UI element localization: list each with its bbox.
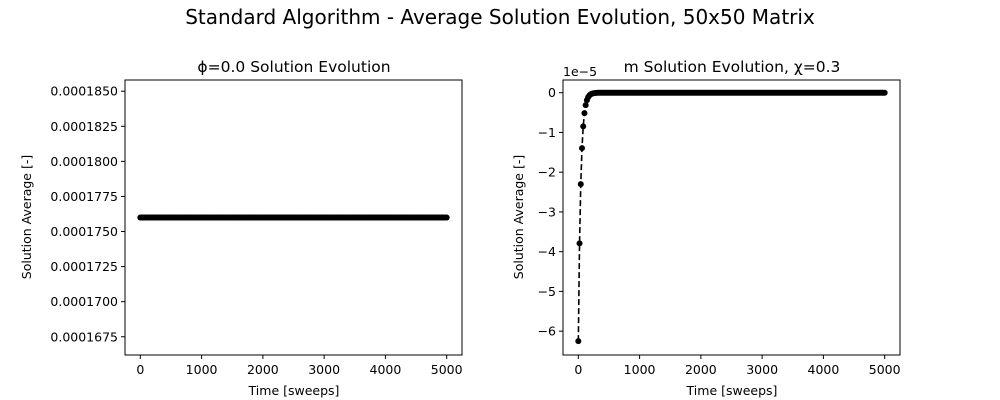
chart-m-data-point <box>881 89 888 96</box>
chart-m-title: m Solution Evolution, χ=0.3 <box>624 58 841 76</box>
chart-m-solution-evolution: m Solution Evolution, χ=0.3 1e−5 0 1000 20… <box>511 58 901 398</box>
chart-phi-x-tick-label: 1000 <box>186 362 218 377</box>
chart-m-x-label: Time [sweeps] <box>686 383 778 398</box>
chart-phi-x-label: Time [sweeps] <box>248 383 340 398</box>
chart-phi-x-tick-label: 0 <box>136 362 144 377</box>
chart-m-data-point <box>578 145 585 152</box>
chart-phi-x-tick-label: 3000 <box>308 362 340 377</box>
chart-phi-title: ϕ=0.0 Solution Evolution <box>197 58 390 76</box>
chart-phi-x-tick-label: 2000 <box>247 362 279 377</box>
chart-m-x-tick-label: 1000 <box>624 362 656 377</box>
chart-phi-frame <box>124 79 463 356</box>
chart-phi-y-tick-label: 0.0001725 <box>50 259 118 274</box>
chart-phi-x-tick-label: 5000 <box>431 362 463 377</box>
chart-phi-x-axis: 0 1000 2000 3000 4000 5000 <box>136 355 463 377</box>
chart-phi-y-label: Solution Average [-] <box>19 155 34 279</box>
chart-phi-y-tick-label: 0.0001825 <box>50 119 118 134</box>
chart-m-y-tick-label: −6 <box>538 324 556 339</box>
chart-m-y-tick-label: −1 <box>538 125 556 140</box>
chart-phi-x-tick-label: 4000 <box>370 362 402 377</box>
chart-m-x-tick-label: 3000 <box>746 362 778 377</box>
chart-m-x-tick-label: 4000 <box>808 362 840 377</box>
chart-m-offset-text: 1e−5 <box>563 64 597 79</box>
chart-m-x-axis: 0 1000 2000 3000 4000 5000 <box>574 355 901 377</box>
chart-phi-data-point <box>443 214 450 221</box>
chart-phi-y-tick-label: 0.0001800 <box>50 154 118 169</box>
chart-m-data-point <box>577 181 584 188</box>
chart-phi-solution-evolution: ϕ=0.0 Solution Evolution 0 1000 2000 3000 40… <box>19 58 463 398</box>
chart-m-marks <box>575 89 888 345</box>
chart-m-data-point <box>575 338 582 345</box>
chart-m-data-point <box>580 123 587 130</box>
chart-m-x-tick-label: 0 <box>574 362 582 377</box>
chart-m-x-tick-label: 5000 <box>869 362 901 377</box>
chart-phi-y-tick-label: 0.0001775 <box>50 189 118 204</box>
chart-m-x-tick-label: 2000 <box>685 362 717 377</box>
chart-m-frame <box>562 79 901 356</box>
chart-m-y-tick-label: −4 <box>538 244 556 259</box>
chart-m-data-point <box>581 110 588 117</box>
chart-phi-marks <box>137 214 450 221</box>
chart-m-y-axis: −6 −5 −4 −3 −2 −1 0 <box>538 85 563 339</box>
chart-m-y-tick-label: −2 <box>538 165 556 180</box>
chart-phi-y-axis: 0.0001675 0.0001700 0.0001725 0.0001750 0.00… <box>50 84 125 344</box>
figure-suptitle: Standard Algorithm - Average Solution Ev… <box>185 5 815 29</box>
chart-m-y-label: Solution Average [-] <box>511 155 526 279</box>
chart-m-y-tick-label: −3 <box>538 204 556 219</box>
chart-phi-y-tick-label: 0.0001675 <box>50 329 118 344</box>
chart-m-data-point <box>582 102 589 109</box>
chart-m-data-point <box>576 240 583 247</box>
chart-phi-y-tick-label: 0.0001700 <box>50 294 118 309</box>
chart-m-y-tick-label: 0 <box>548 85 556 100</box>
chart-phi-y-tick-label: 0.0001850 <box>50 84 118 99</box>
chart-phi-y-tick-label: 0.0001750 <box>50 224 118 239</box>
chart-m-y-tick-label: −5 <box>538 284 556 299</box>
